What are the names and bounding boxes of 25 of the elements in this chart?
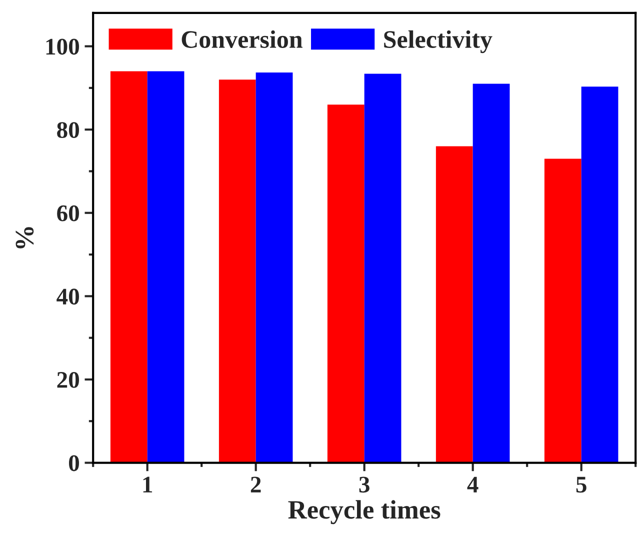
legend-label: Selectivity — [384, 30, 492, 54]
y-tick-label: 0 — [68, 455, 79, 472]
bar — [436, 146, 473, 463]
x-tick-label: 4 — [467, 476, 478, 492]
y-tick-label: 20 — [57, 372, 79, 388]
y-tick-label: 100 — [46, 38, 79, 55]
y-axis-title: % — [16, 227, 34, 248]
x-tick-label: 2 — [250, 476, 261, 492]
x-axis-title: Recycle times — [288, 500, 440, 524]
y-tick-label: 80 — [57, 122, 79, 138]
bar — [581, 86, 618, 463]
bar — [218, 80, 256, 463]
bar — [147, 71, 184, 463]
bar — [472, 84, 510, 463]
bar — [364, 74, 402, 463]
legend-label: Conversion — [182, 30, 302, 48]
y-tick-label: 40 — [56, 288, 79, 305]
bar — [544, 158, 582, 463]
x-tick-label: 5 — [576, 476, 586, 493]
bar — [110, 71, 148, 463]
y-tick-label: 60 — [57, 205, 79, 222]
bar — [256, 72, 293, 463]
bar — [327, 104, 364, 463]
x-tick-label: 3 — [359, 476, 370, 493]
x-tick-label: 1 — [143, 476, 152, 492]
